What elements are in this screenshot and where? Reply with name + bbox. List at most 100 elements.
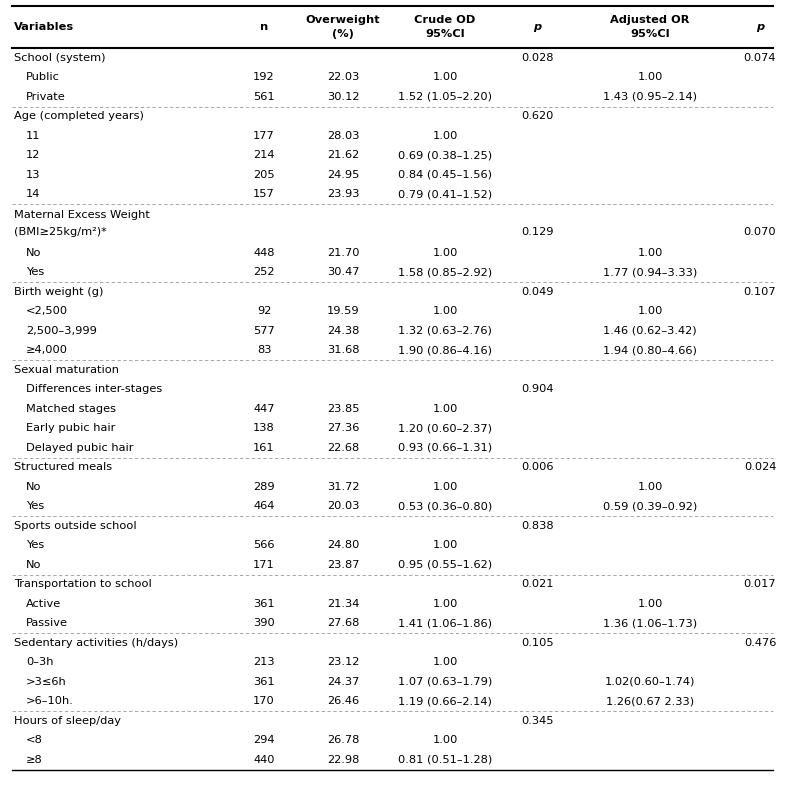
Text: 0.345: 0.345 — [521, 716, 553, 726]
Text: 0.904: 0.904 — [521, 384, 553, 394]
Text: 24.95: 24.95 — [327, 170, 360, 180]
Text: 0.620: 0.620 — [521, 111, 553, 122]
Text: 2,500–3,999: 2,500–3,999 — [26, 326, 97, 336]
Text: 1.58 (0.85–2.92): 1.58 (0.85–2.92) — [398, 267, 492, 277]
Text: 0.838: 0.838 — [521, 521, 553, 530]
Text: n: n — [260, 22, 268, 32]
Text: 27.68: 27.68 — [327, 618, 360, 628]
Text: <2,500: <2,500 — [26, 306, 68, 316]
Text: (BMI≥25kg/m²)*: (BMI≥25kg/m²)* — [14, 227, 107, 237]
Text: 1.46 (0.62–3.42): 1.46 (0.62–3.42) — [603, 326, 697, 336]
Text: 21.34: 21.34 — [327, 599, 360, 609]
Text: Public: Public — [26, 72, 60, 82]
Text: 24.38: 24.38 — [327, 326, 360, 336]
Text: 31.72: 31.72 — [327, 481, 360, 492]
Text: 213: 213 — [254, 657, 275, 667]
Text: 30.12: 30.12 — [327, 92, 360, 101]
Text: 0.070: 0.070 — [743, 227, 776, 237]
Text: 440: 440 — [254, 755, 275, 765]
Text: Age (completed years): Age (completed years) — [14, 111, 144, 122]
Text: Sports outside school: Sports outside school — [14, 521, 137, 530]
Text: 1.43 (0.95–2.14): 1.43 (0.95–2.14) — [603, 92, 697, 101]
Text: <8: <8 — [26, 735, 43, 745]
Text: 1.90 (0.86–4.16): 1.90 (0.86–4.16) — [398, 345, 492, 355]
Text: Delayed pubic hair: Delayed pubic hair — [26, 443, 133, 452]
Text: Sedentary activities (h/days): Sedentary activities (h/days) — [14, 638, 178, 648]
Text: 31.68: 31.68 — [327, 345, 360, 355]
Text: 23.93: 23.93 — [327, 189, 360, 200]
Text: 1.00: 1.00 — [637, 481, 663, 492]
Text: 95%CI: 95%CI — [630, 29, 670, 39]
Text: Variables: Variables — [14, 22, 74, 32]
Text: 28.03: 28.03 — [327, 130, 360, 141]
Text: 1.00: 1.00 — [433, 657, 458, 667]
Text: 1.00: 1.00 — [637, 306, 663, 316]
Text: 1.02(0.60–1.74): 1.02(0.60–1.74) — [604, 677, 696, 687]
Text: Sexual maturation: Sexual maturation — [14, 365, 119, 375]
Text: 26.78: 26.78 — [327, 735, 360, 745]
Text: 24.37: 24.37 — [327, 677, 360, 687]
Text: (%): (%) — [332, 29, 354, 39]
Text: 0.84 (0.45–1.56): 0.84 (0.45–1.56) — [398, 170, 492, 180]
Text: 0.476: 0.476 — [744, 638, 776, 648]
Text: 566: 566 — [254, 540, 275, 551]
Text: 161: 161 — [254, 443, 275, 452]
Text: 1.41 (1.06–1.86): 1.41 (1.06–1.86) — [398, 618, 492, 628]
Text: 464: 464 — [254, 502, 275, 511]
Text: 0.81 (0.51–1.28): 0.81 (0.51–1.28) — [398, 755, 492, 765]
Text: 1.36 (1.06–1.73): 1.36 (1.06–1.73) — [603, 618, 697, 628]
Text: 1.20 (0.60–2.37): 1.20 (0.60–2.37) — [398, 423, 492, 433]
Text: 0.59 (0.39–0.92): 0.59 (0.39–0.92) — [603, 502, 697, 511]
Text: No: No — [26, 559, 42, 570]
Text: 22.03: 22.03 — [327, 72, 360, 82]
Text: 1.00: 1.00 — [433, 481, 458, 492]
Text: 83: 83 — [257, 345, 272, 355]
Text: No: No — [26, 481, 42, 492]
Text: 1.77 (0.94–3.33): 1.77 (0.94–3.33) — [603, 267, 697, 277]
Text: 13: 13 — [26, 170, 41, 180]
Text: 1.00: 1.00 — [433, 130, 458, 141]
Text: >6–10h.: >6–10h. — [26, 696, 74, 706]
Text: 23.87: 23.87 — [327, 559, 360, 570]
Text: 21.70: 21.70 — [327, 248, 360, 258]
Text: School (system): School (system) — [14, 53, 105, 63]
Text: 1.00: 1.00 — [637, 248, 663, 258]
Text: 0–3h: 0–3h — [26, 657, 53, 667]
Text: 1.00: 1.00 — [433, 599, 458, 609]
Text: 1.00: 1.00 — [637, 599, 663, 609]
Text: Hours of sleep/day: Hours of sleep/day — [14, 716, 121, 726]
Text: 0.95 (0.55–1.62): 0.95 (0.55–1.62) — [398, 559, 492, 570]
Text: Birth weight (g): Birth weight (g) — [14, 287, 104, 297]
Text: 1.00: 1.00 — [433, 72, 458, 82]
Text: 1.00: 1.00 — [433, 248, 458, 258]
Text: 448: 448 — [254, 248, 275, 258]
Text: 361: 361 — [254, 677, 275, 687]
Text: 171: 171 — [253, 559, 275, 570]
Text: 20.03: 20.03 — [327, 502, 360, 511]
Text: 12: 12 — [26, 151, 40, 160]
Text: 0.105: 0.105 — [521, 638, 553, 648]
Text: 170: 170 — [253, 696, 275, 706]
Text: 1.52 (1.05–2.20): 1.52 (1.05–2.20) — [398, 92, 492, 101]
Text: 1.00: 1.00 — [433, 540, 458, 551]
Text: 577: 577 — [253, 326, 275, 336]
Text: Yes: Yes — [26, 540, 44, 551]
Text: 1.00: 1.00 — [637, 72, 663, 82]
Text: 92: 92 — [257, 306, 271, 316]
Text: Matched stages: Matched stages — [26, 404, 116, 414]
Text: 19.59: 19.59 — [327, 306, 360, 316]
Text: 0.074: 0.074 — [743, 53, 776, 63]
Text: 0.017: 0.017 — [743, 580, 776, 589]
Text: Yes: Yes — [26, 502, 44, 511]
Text: 157: 157 — [253, 189, 275, 200]
Text: 11: 11 — [26, 130, 41, 141]
Text: 0.129: 0.129 — [521, 227, 553, 237]
Text: 27.36: 27.36 — [327, 423, 360, 433]
Text: 1.26(0.67 2.33): 1.26(0.67 2.33) — [606, 696, 694, 706]
Text: 192: 192 — [254, 72, 275, 82]
Text: Crude OD: Crude OD — [414, 15, 476, 25]
Text: >3≤6h: >3≤6h — [26, 677, 67, 687]
Text: 22.68: 22.68 — [327, 443, 359, 452]
Text: Structured meals: Structured meals — [14, 462, 112, 473]
Text: 1.00: 1.00 — [433, 306, 458, 316]
